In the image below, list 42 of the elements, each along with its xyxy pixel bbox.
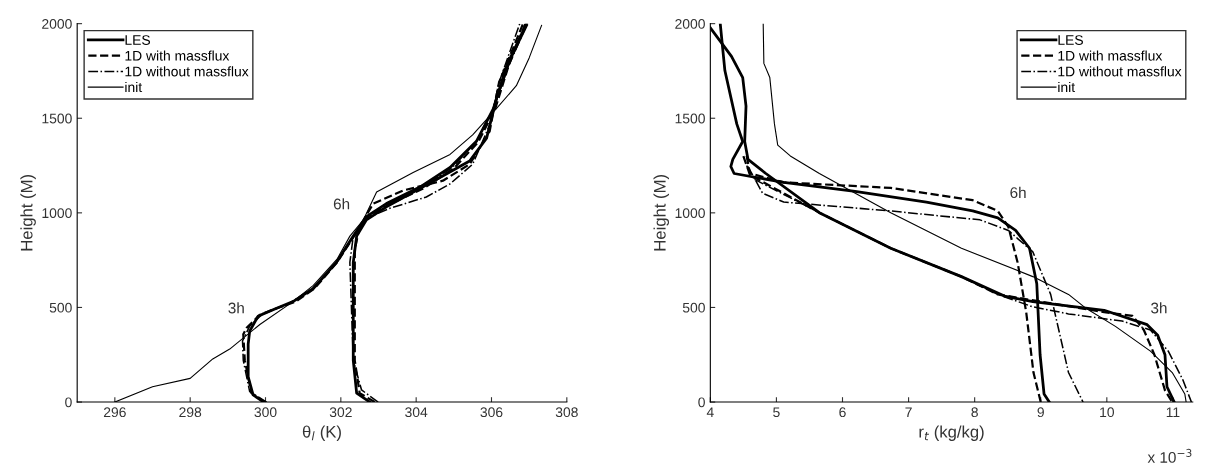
annotation: 3h bbox=[1151, 302, 1167, 314]
x-tick-label: 6 bbox=[839, 407, 846, 418]
annotation: 6h bbox=[333, 198, 350, 210]
x-tick-label: 4 bbox=[706, 407, 714, 417]
legend-label: init bbox=[1058, 81, 1076, 93]
legend-label: 1D without massflux bbox=[1058, 66, 1182, 77]
legend-label: LES bbox=[125, 35, 151, 45]
x-axis-title: θ$_{l}$ (K) bbox=[302, 425, 341, 441]
legend-label: init bbox=[125, 81, 143, 93]
x-tick-label: 306 bbox=[480, 407, 503, 418]
y-tick-label: 1500 bbox=[675, 113, 705, 124]
legend-label: 1D without massflux bbox=[125, 66, 249, 77]
y-tick-label: 0 bbox=[698, 397, 705, 408]
y-tick-label: 1000 bbox=[675, 208, 705, 219]
x-tick-label: 8 bbox=[971, 407, 978, 418]
x-tick-label: 304 bbox=[405, 407, 428, 418]
x-axis-title: r$_{t}$ (kg/kg) bbox=[919, 425, 984, 441]
y-tick-label: 500 bbox=[49, 302, 72, 313]
y-axis-title: Height (M) bbox=[20, 174, 36, 251]
x-tick-label: 10 bbox=[1100, 407, 1115, 418]
x-tick-label: 298 bbox=[179, 407, 202, 418]
x-tick-label: 5 bbox=[773, 407, 780, 418]
x-tick-label: 9 bbox=[1037, 407, 1044, 418]
y-tick-label: 1000 bbox=[42, 208, 72, 219]
y-tick-label: 0 bbox=[65, 397, 72, 408]
x-tick-label: 300 bbox=[254, 407, 277, 418]
annotation: 3h bbox=[228, 302, 244, 314]
y-tick-label: 2000 bbox=[675, 18, 705, 29]
x-tick-label: 296 bbox=[103, 407, 126, 418]
x-tick-label: 302 bbox=[329, 407, 352, 418]
annotation: 6h bbox=[1010, 186, 1026, 199]
legend-label: 1D with massflux bbox=[1058, 50, 1163, 61]
x-tick-label: 308 bbox=[555, 407, 578, 418]
x-tick-label: 11 bbox=[1166, 407, 1180, 417]
x-tick-label: 7 bbox=[905, 407, 912, 417]
y-axis-title: Height (M) bbox=[653, 174, 670, 251]
text: x 10$^{−3}$ bbox=[1147, 448, 1192, 463]
legend-label: LES bbox=[1058, 35, 1083, 45]
y-tick-label: 500 bbox=[682, 302, 705, 313]
legend-label: 1D with massflux bbox=[125, 50, 230, 61]
y-tick-label: 2000 bbox=[42, 18, 72, 29]
y-tick-label: 1500 bbox=[42, 113, 72, 124]
